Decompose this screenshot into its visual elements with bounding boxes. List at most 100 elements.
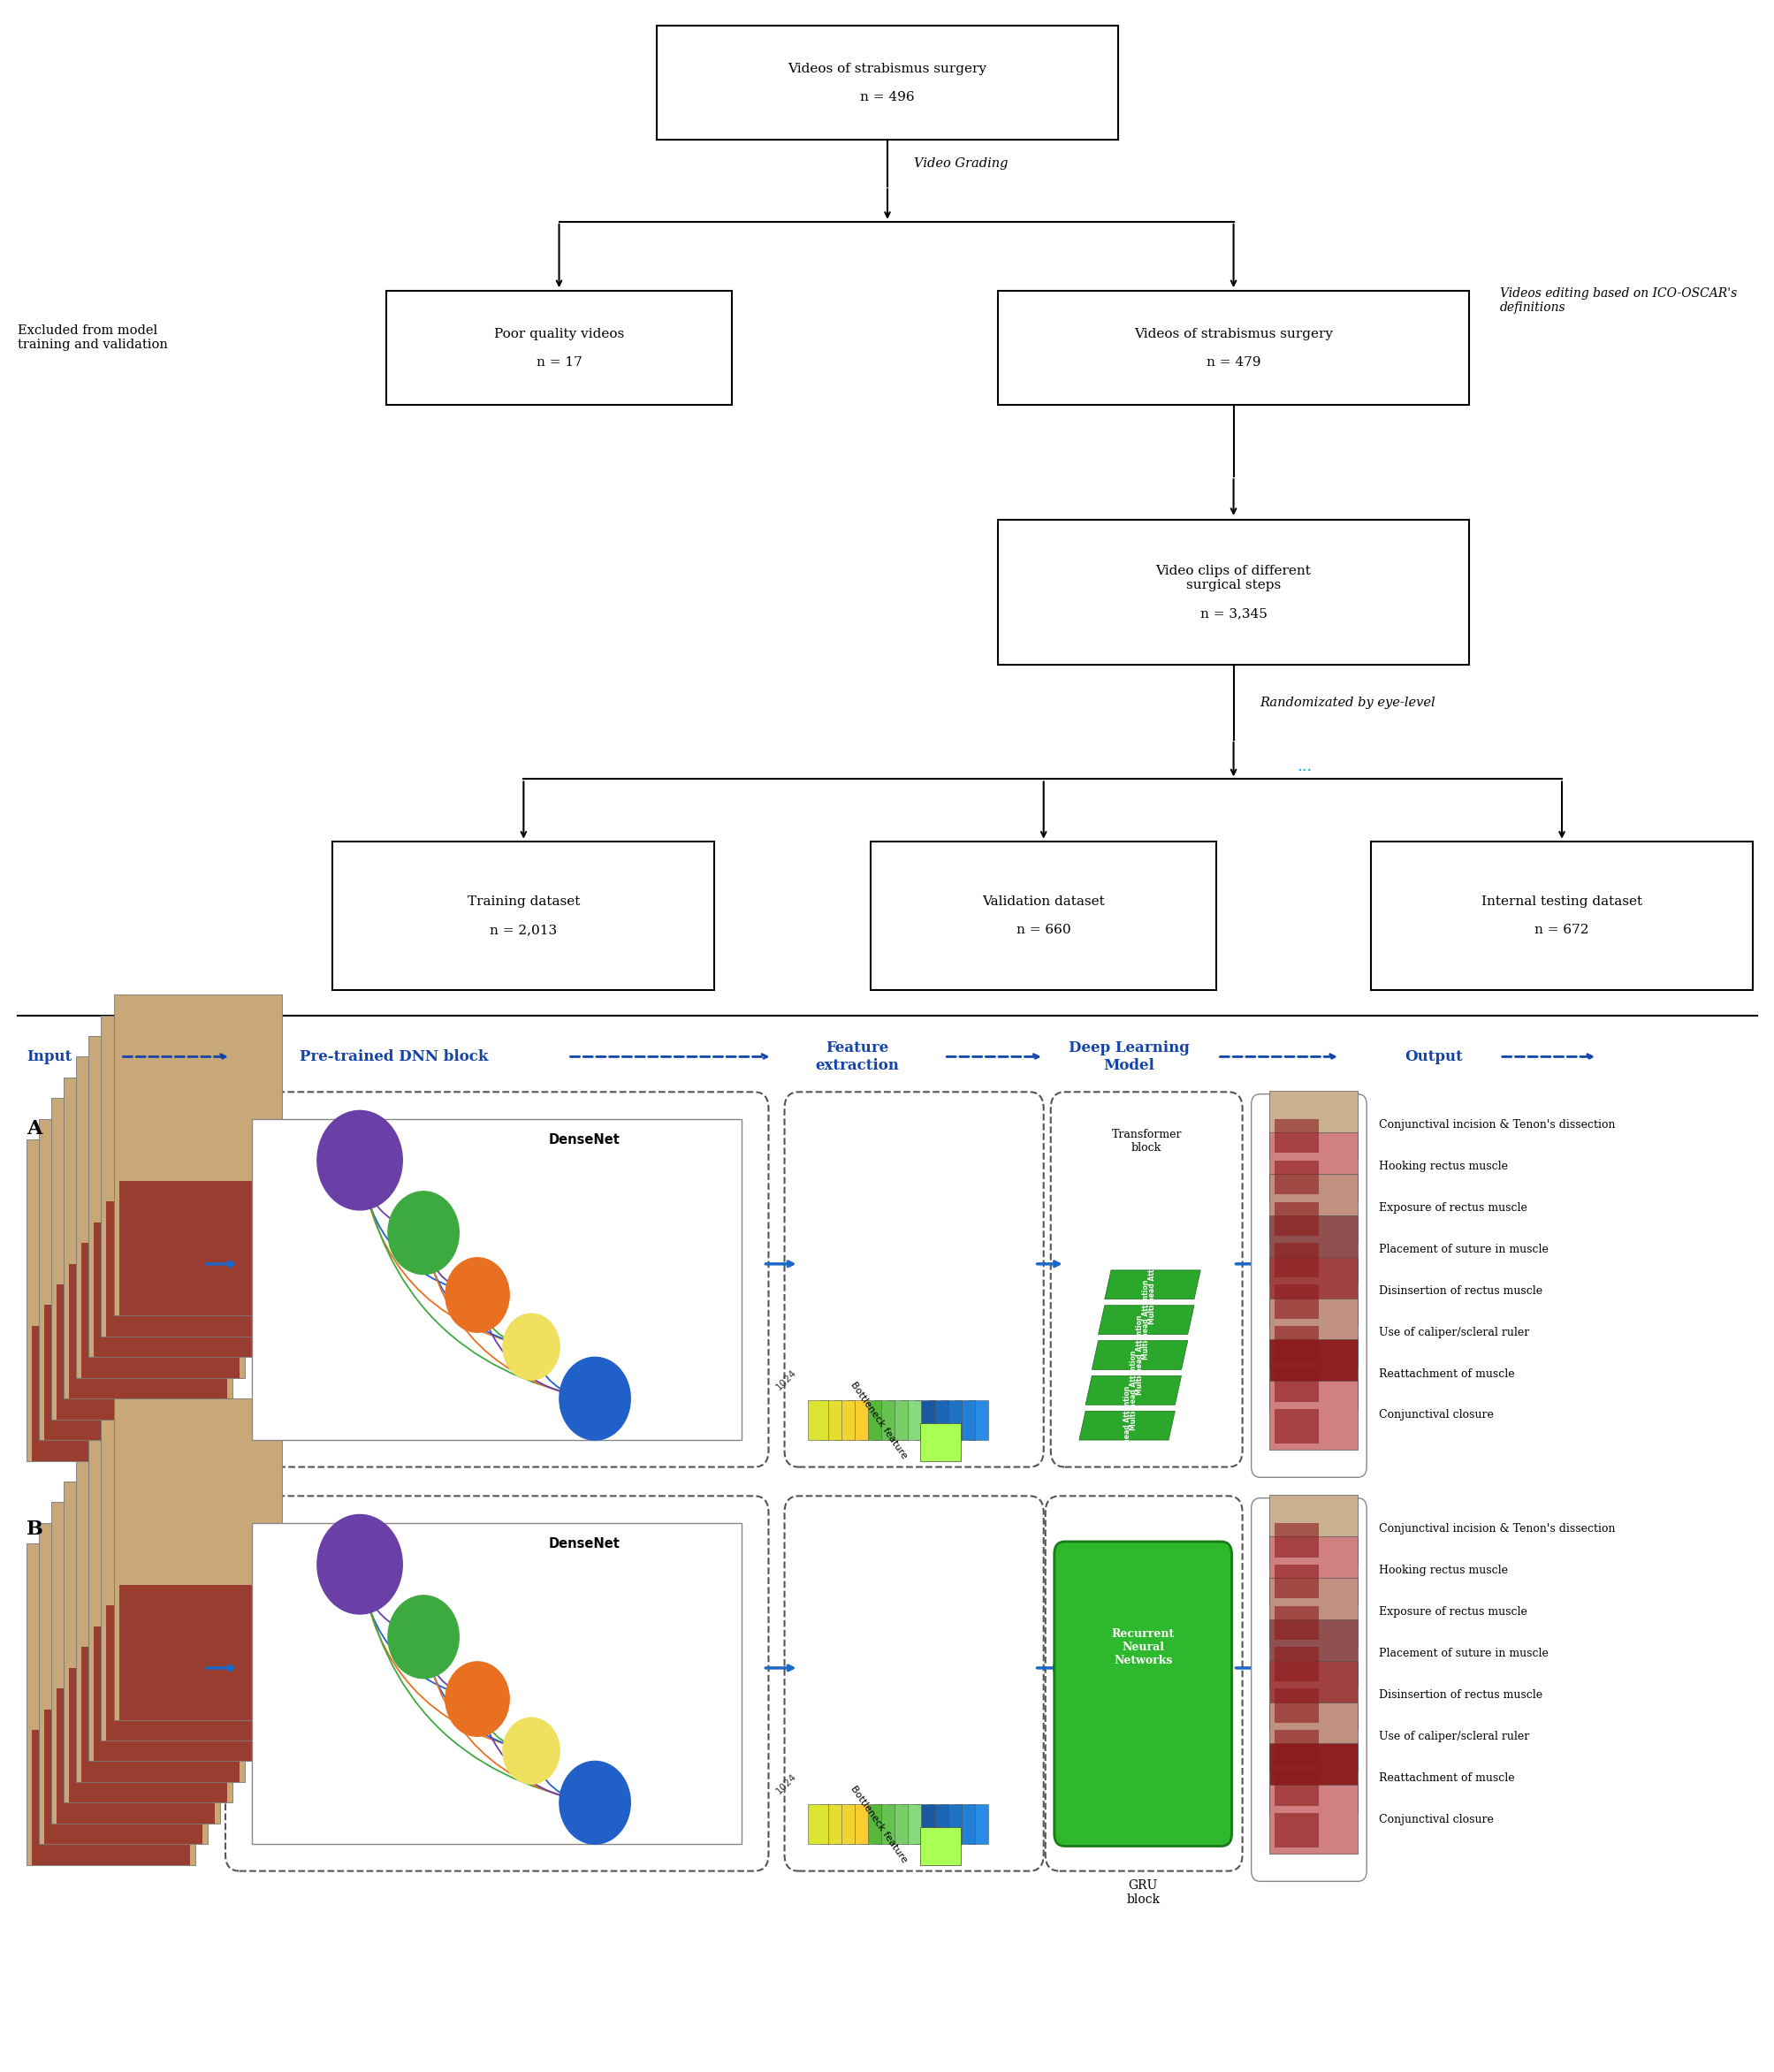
Polygon shape bbox=[807, 1401, 828, 1440]
Polygon shape bbox=[928, 1401, 947, 1440]
FancyBboxPatch shape bbox=[387, 290, 731, 406]
Polygon shape bbox=[1086, 1376, 1181, 1405]
FancyBboxPatch shape bbox=[44, 1709, 202, 1844]
Text: Videos of strabismus surgery

n = 479: Videos of strabismus surgery n = 479 bbox=[1134, 327, 1332, 369]
Text: Bottleneck feature: Bottleneck feature bbox=[848, 1784, 908, 1865]
Circle shape bbox=[559, 1357, 630, 1440]
FancyBboxPatch shape bbox=[1268, 1173, 1357, 1241]
Text: 1024: 1024 bbox=[775, 1368, 798, 1392]
FancyBboxPatch shape bbox=[1268, 1535, 1357, 1604]
FancyBboxPatch shape bbox=[114, 1399, 282, 1720]
Polygon shape bbox=[1098, 1305, 1194, 1334]
Polygon shape bbox=[928, 1805, 947, 1844]
FancyBboxPatch shape bbox=[1274, 1202, 1318, 1235]
Text: DenseNet: DenseNet bbox=[548, 1537, 619, 1550]
FancyBboxPatch shape bbox=[1268, 1131, 1357, 1202]
Text: Videos editing based on ICO-OSCAR's
definitions: Videos editing based on ICO-OSCAR's defi… bbox=[1499, 288, 1737, 313]
Text: A: A bbox=[27, 1119, 43, 1140]
Text: 1024: 1024 bbox=[775, 1772, 798, 1796]
Text: Output: Output bbox=[1405, 1048, 1462, 1065]
FancyBboxPatch shape bbox=[64, 1077, 232, 1399]
Text: Conjunctival incision & Tenon's dissection: Conjunctival incision & Tenon's dissecti… bbox=[1378, 1523, 1614, 1535]
Polygon shape bbox=[1079, 1411, 1174, 1440]
FancyBboxPatch shape bbox=[1054, 1542, 1231, 1846]
FancyBboxPatch shape bbox=[76, 1461, 245, 1782]
Polygon shape bbox=[1103, 1270, 1199, 1299]
FancyBboxPatch shape bbox=[1268, 1090, 1357, 1160]
Polygon shape bbox=[834, 1805, 855, 1844]
Text: GRU
block: GRU block bbox=[1126, 1879, 1158, 1906]
FancyBboxPatch shape bbox=[57, 1285, 215, 1419]
FancyBboxPatch shape bbox=[656, 25, 1118, 139]
Polygon shape bbox=[940, 1805, 962, 1844]
Text: Disinsertion of rectus muscle: Disinsertion of rectus muscle bbox=[1378, 1285, 1542, 1297]
FancyBboxPatch shape bbox=[1268, 1339, 1357, 1409]
FancyBboxPatch shape bbox=[784, 1092, 1043, 1467]
FancyBboxPatch shape bbox=[1274, 1730, 1318, 1763]
FancyBboxPatch shape bbox=[1251, 1094, 1366, 1477]
FancyBboxPatch shape bbox=[1274, 1689, 1318, 1724]
Polygon shape bbox=[967, 1805, 988, 1844]
FancyBboxPatch shape bbox=[1268, 1214, 1357, 1283]
FancyBboxPatch shape bbox=[27, 1544, 195, 1865]
Text: Deep Learning
Model: Deep Learning Model bbox=[1068, 1040, 1189, 1073]
Text: Transformer
block: Transformer block bbox=[1111, 1129, 1181, 1154]
Circle shape bbox=[318, 1111, 403, 1210]
FancyBboxPatch shape bbox=[225, 1496, 768, 1871]
Circle shape bbox=[389, 1595, 459, 1678]
Text: Disinsertion of rectus muscle: Disinsertion of rectus muscle bbox=[1378, 1689, 1542, 1701]
FancyBboxPatch shape bbox=[101, 1419, 270, 1740]
FancyBboxPatch shape bbox=[94, 1222, 252, 1357]
Text: Exposure of rectus muscle: Exposure of rectus muscle bbox=[1378, 1606, 1527, 1618]
Polygon shape bbox=[807, 1805, 828, 1844]
FancyBboxPatch shape bbox=[1274, 1564, 1318, 1600]
Text: Multi-head Attention: Multi-head Attention bbox=[1135, 1316, 1142, 1394]
Circle shape bbox=[502, 1314, 559, 1380]
Text: DenseNet: DenseNet bbox=[548, 1133, 619, 1146]
Text: Hooking rectus muscle: Hooking rectus muscle bbox=[1378, 1160, 1508, 1173]
Circle shape bbox=[445, 1258, 509, 1332]
Polygon shape bbox=[848, 1401, 867, 1440]
FancyBboxPatch shape bbox=[1268, 1256, 1357, 1326]
FancyBboxPatch shape bbox=[51, 1502, 220, 1823]
Text: Exposure of rectus muscle: Exposure of rectus muscle bbox=[1378, 1202, 1527, 1214]
FancyBboxPatch shape bbox=[1274, 1160, 1318, 1193]
FancyBboxPatch shape bbox=[1274, 1368, 1318, 1401]
Text: Reattachment of muscle: Reattachment of muscle bbox=[1378, 1772, 1515, 1784]
FancyBboxPatch shape bbox=[39, 1523, 208, 1844]
Polygon shape bbox=[940, 1401, 962, 1440]
Text: Videos of strabismus surgery

n = 496: Videos of strabismus surgery n = 496 bbox=[788, 62, 986, 104]
FancyBboxPatch shape bbox=[784, 1496, 1043, 1871]
FancyBboxPatch shape bbox=[919, 1828, 960, 1865]
FancyBboxPatch shape bbox=[69, 1264, 227, 1399]
Text: Conjunctival closure: Conjunctival closure bbox=[1378, 1813, 1494, 1825]
Text: Multi-head Attention: Multi-head Attention bbox=[1148, 1245, 1157, 1324]
Text: Use of caliper/scleral ruler: Use of caliper/scleral ruler bbox=[1378, 1730, 1529, 1743]
Polygon shape bbox=[821, 1805, 841, 1844]
Polygon shape bbox=[901, 1401, 921, 1440]
FancyBboxPatch shape bbox=[119, 1585, 277, 1720]
FancyBboxPatch shape bbox=[1274, 1243, 1318, 1276]
FancyBboxPatch shape bbox=[76, 1057, 245, 1378]
FancyBboxPatch shape bbox=[82, 1647, 239, 1782]
Polygon shape bbox=[887, 1401, 908, 1440]
FancyBboxPatch shape bbox=[27, 1140, 195, 1461]
Text: Multi-head Attention: Multi-head Attention bbox=[1128, 1351, 1137, 1430]
Polygon shape bbox=[848, 1805, 867, 1844]
FancyBboxPatch shape bbox=[101, 1015, 270, 1336]
FancyBboxPatch shape bbox=[1268, 1703, 1357, 1769]
FancyBboxPatch shape bbox=[1274, 1606, 1318, 1641]
FancyBboxPatch shape bbox=[1268, 1297, 1357, 1368]
FancyBboxPatch shape bbox=[51, 1098, 220, 1419]
FancyBboxPatch shape bbox=[997, 290, 1469, 406]
Polygon shape bbox=[1091, 1341, 1187, 1370]
FancyBboxPatch shape bbox=[32, 1326, 190, 1461]
FancyBboxPatch shape bbox=[106, 1606, 264, 1740]
FancyBboxPatch shape bbox=[1274, 1326, 1318, 1361]
Text: Conjunctival closure: Conjunctival closure bbox=[1378, 1409, 1494, 1421]
Polygon shape bbox=[954, 1401, 974, 1440]
FancyBboxPatch shape bbox=[1371, 841, 1753, 990]
FancyBboxPatch shape bbox=[1274, 1523, 1318, 1558]
FancyBboxPatch shape bbox=[334, 841, 713, 990]
Polygon shape bbox=[914, 1805, 935, 1844]
